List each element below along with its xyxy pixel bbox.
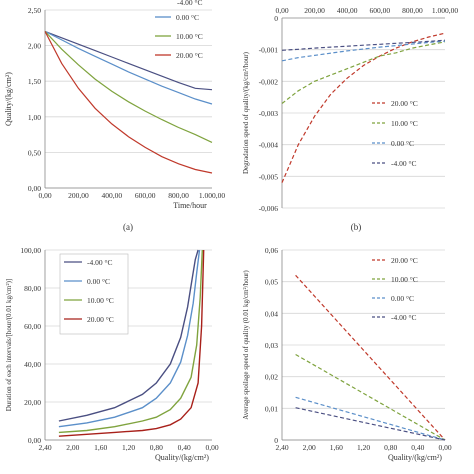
x-tick-label: 2,00 bbox=[303, 443, 316, 452]
y-tick-label: 0,50 bbox=[28, 148, 41, 157]
y-tick-label: 0,05 bbox=[265, 278, 278, 287]
legend-box bbox=[59, 253, 129, 335]
series-line-1000C bbox=[44, 30, 213, 143]
y-tick-label: 0,00 bbox=[28, 436, 41, 445]
y-tick-label: 60,00 bbox=[24, 322, 41, 331]
y-tick-label: 0 bbox=[274, 14, 278, 23]
x-tick-label: 1,20 bbox=[357, 443, 370, 452]
x-tick-label: 0,00 bbox=[205, 443, 218, 452]
y-tick-label: 0,03 bbox=[265, 341, 278, 350]
x-tick-label: 0,00 bbox=[38, 191, 51, 200]
y-tick-label: 20,00 bbox=[24, 398, 41, 407]
legend-label: 0.00 °C bbox=[87, 277, 110, 286]
legend-label: 10.00 °C bbox=[391, 119, 418, 128]
x-tick-label: 400,00 bbox=[337, 6, 358, 15]
y-axis-title: Degradation speed of quality/(kg/cm²/hou… bbox=[242, 51, 250, 174]
x-tick-label: 0,40 bbox=[411, 443, 424, 452]
legend-label-partial: -4.00 °C bbox=[177, 0, 203, 7]
x-tick-label: 0,00 bbox=[275, 6, 288, 15]
legend-label: 20.00 °C bbox=[391, 256, 418, 265]
x-tick-label: 0,80 bbox=[384, 443, 397, 452]
x-tick-label: 400,00 bbox=[101, 191, 122, 200]
x-tick-label: 600,00 bbox=[135, 191, 156, 200]
series-line-2000C bbox=[44, 31, 213, 174]
y-tick-label: 40,00 bbox=[24, 360, 41, 369]
x-tick-label: 1,60 bbox=[94, 443, 107, 452]
y-tick-label: 0,06 bbox=[265, 246, 278, 255]
x-tick-label: 2,00 bbox=[66, 443, 79, 452]
x-tick-label: 0,40 bbox=[178, 443, 191, 452]
legend-label: 10.00 °C bbox=[87, 296, 114, 305]
series-line-1000C bbox=[58, 249, 203, 434]
chart-panel-d: 0 0,01 0,02 0,03 0,04 0,05 0,06 2,40 2,00 1,60 1,2… bbox=[242, 246, 452, 462]
legend-label: 20.00 °C bbox=[176, 51, 203, 60]
legend-label: 10.00 °C bbox=[176, 32, 203, 41]
legend-label: -4.00 °C bbox=[391, 159, 417, 168]
panel-caption: (b) bbox=[351, 222, 362, 232]
legend-label: 0.00 °C bbox=[391, 139, 414, 148]
y-tick-label: 0,04 bbox=[265, 309, 278, 318]
y-axis-title: Average spoilage speed of quality (0.01 … bbox=[242, 270, 250, 420]
legend-label: 0.00 °C bbox=[391, 294, 414, 303]
x-tick-label: 2,40 bbox=[38, 443, 51, 452]
legend-label: 0.00 °C bbox=[176, 13, 199, 22]
series-line--400C bbox=[281, 39, 446, 51]
y-tick-label: -0,005 bbox=[259, 172, 279, 181]
x-tick-label: 1.000,00 bbox=[432, 6, 459, 15]
y-tick-label: 0,02 bbox=[265, 373, 278, 382]
y-tick-label: -0,003 bbox=[259, 109, 279, 118]
series-line-1000C bbox=[281, 41, 446, 104]
y-tick-label: 1,00 bbox=[28, 113, 41, 122]
y-tick-label: 100,00 bbox=[20, 246, 41, 255]
x-axis-title: Time/hour bbox=[173, 201, 207, 210]
y-tick-label: -0,006 bbox=[259, 204, 279, 213]
y-tick-label: -0,004 bbox=[259, 141, 279, 150]
x-tick-label: 0,00 bbox=[438, 443, 451, 452]
series-line-000C bbox=[44, 30, 213, 105]
y-tick-label: 0,00 bbox=[28, 184, 41, 193]
x-tick-label: 800,00 bbox=[402, 6, 423, 15]
series-line--400C bbox=[295, 407, 446, 441]
y-tick-label: -0,001 bbox=[259, 46, 279, 55]
y-tick-label: 0 bbox=[274, 436, 278, 445]
legend-label: -4.00 °C bbox=[391, 313, 417, 322]
y-tick-label: 2,50 bbox=[28, 6, 41, 15]
series-line-2000C bbox=[58, 249, 205, 437]
x-tick-label: 1,20 bbox=[122, 443, 135, 452]
series-line-000C bbox=[281, 40, 446, 62]
chart-panel-c: 0,00 20,00 40,00 60,00 80,00 100,00 2,40 2,00 1,… bbox=[5, 246, 219, 462]
y-tick-label: 80,00 bbox=[24, 284, 41, 293]
x-tick-label: 600,00 bbox=[369, 6, 390, 15]
series-line-2000C bbox=[295, 274, 446, 441]
x-tick-label: 200,00 bbox=[68, 191, 89, 200]
y-tick-label: 2,00 bbox=[28, 42, 41, 51]
chart-panel-b: 0 -0,001 -0,002 -0,003 -0,004 -0,005 -0,006 0,0… bbox=[242, 6, 458, 232]
x-tick-label: 1,60 bbox=[330, 443, 343, 452]
y-axis-title: Duration of each intervals/[hour/(0.01 k… bbox=[5, 279, 13, 412]
series-line-000C bbox=[295, 396, 446, 441]
panel-caption: (a) bbox=[123, 222, 133, 232]
legend-label: -4.00 °C bbox=[87, 258, 113, 267]
y-tick-label: -0,002 bbox=[259, 77, 279, 86]
series-line-000C bbox=[58, 249, 201, 428]
x-tick-label: 0,80 bbox=[150, 443, 163, 452]
x-tick-label: 2,40 bbox=[275, 443, 288, 452]
x-axis-title: Quality/(kg/cm²) bbox=[388, 453, 442, 462]
y-tick-label: 1,50 bbox=[28, 77, 41, 86]
legend-label: 10.00 °C bbox=[391, 275, 418, 284]
x-tick-label: 800,00 bbox=[168, 191, 189, 200]
x-axis-title: Quality/(kg/cm²) bbox=[155, 453, 209, 462]
series-line--400C bbox=[58, 249, 199, 422]
chart-panel-a: 0,00 0,50 1,00 1,50 2,00 2,50 0,00 200,00 400,00… bbox=[4, 0, 225, 232]
legend-label: 20.00 °C bbox=[391, 99, 418, 108]
legend-label: 20.00 °C bbox=[87, 315, 114, 324]
series-line-1000C bbox=[295, 353, 446, 441]
x-tick-label: 1.000,00 bbox=[199, 191, 226, 200]
y-tick-label: 0,01 bbox=[265, 404, 278, 413]
y-axis-title: Quality/(kg/cm²) bbox=[4, 72, 13, 126]
x-tick-label: 200,00 bbox=[304, 6, 325, 15]
series-line-2000C bbox=[281, 32, 446, 183]
series-line--400C bbox=[44, 30, 213, 91]
